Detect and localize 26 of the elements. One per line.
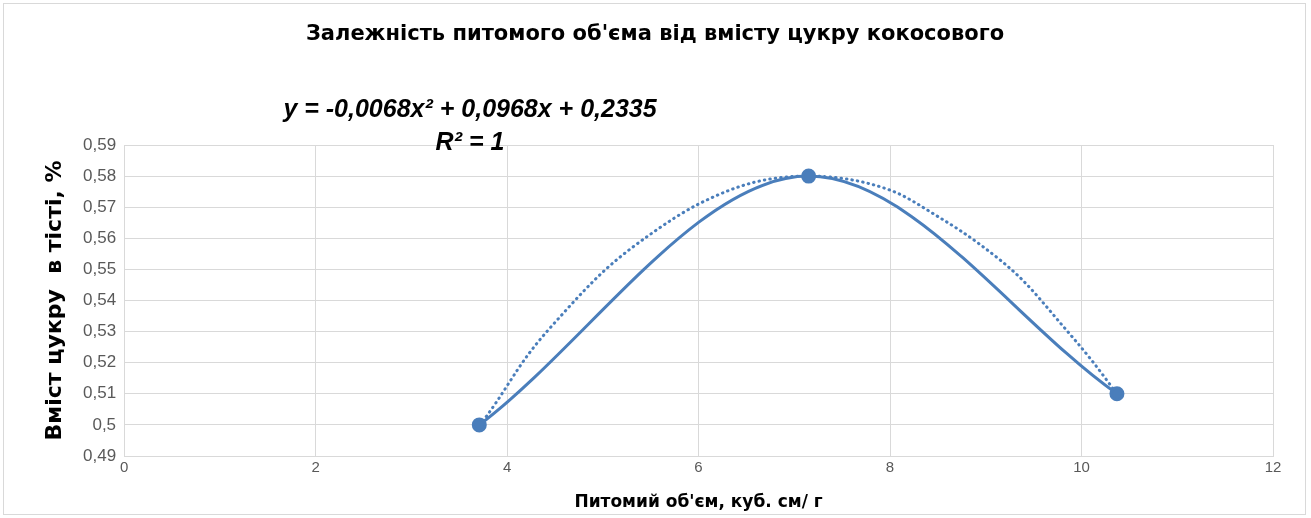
y-tick-label: 0,49	[82, 445, 117, 465]
y-tick-label: 0,54	[82, 290, 117, 310]
point	[801, 168, 817, 184]
x-tick-label: 6	[694, 458, 703, 476]
text: y = -0,0068x² + 0,0968x + 0,2335	[281, 93, 658, 122]
chart-title: Залежність питомого об'єма від вмісту цукру кокосового	[305, 21, 1005, 46]
x-tick-label: 8	[885, 458, 895, 476]
x-axis-title: Питомий об'єм, куб. см/ г	[574, 491, 823, 512]
y-tick-label: 0,51	[82, 383, 117, 403]
y-tick-label: 0,53	[82, 321, 117, 341]
y-axis-title: Вміст цукру в тісті, %	[40, 160, 66, 441]
x-tick-label: 2	[311, 458, 320, 476]
x-tick-label: 4	[502, 458, 512, 476]
x-tick-label: 10	[1073, 458, 1090, 476]
y-tick-label: 0,55	[82, 259, 117, 279]
y-tick-label: 0,59	[82, 134, 117, 154]
y-tick-label: 0,58	[82, 165, 117, 185]
y-tick-label: 0,52	[82, 352, 117, 372]
y-tick-label: 0,56	[82, 227, 117, 247]
x-tick-label: 12	[1264, 458, 1282, 476]
point	[471, 417, 487, 433]
x-tick-label: 0	[119, 458, 129, 476]
y-tick-label: 0,5	[92, 414, 117, 434]
point	[1109, 386, 1125, 402]
annotation: R² = 1	[435, 126, 505, 155]
y-tick-label: 0,57	[82, 196, 117, 216]
